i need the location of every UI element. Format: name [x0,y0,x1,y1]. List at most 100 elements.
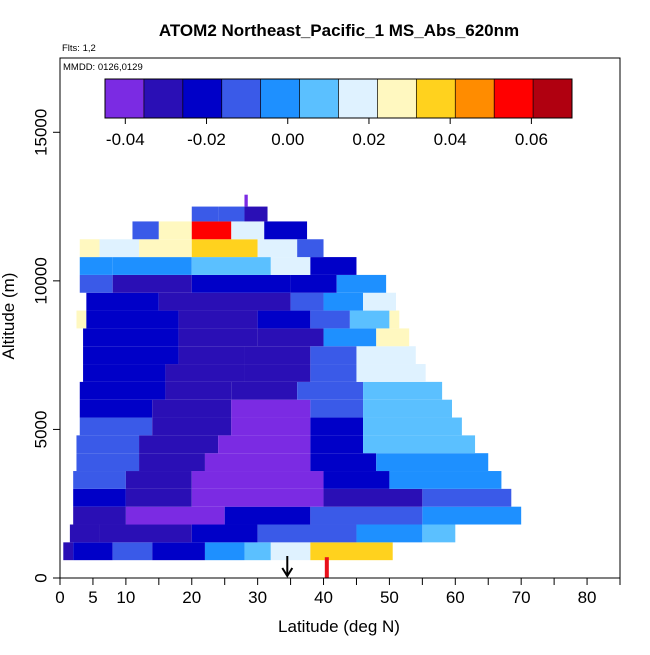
heatmap-cell [310,310,350,329]
colorbar-swatch [260,79,300,118]
heatmap-cell [336,274,387,293]
y-tick-label: 5000 [31,411,50,449]
x-axis: 0 5 10 20 30 40 50 60 70 80 [55,578,621,607]
y-axis: 0 5000 10000 15000 [31,109,60,583]
x-tick-label: 60 [446,588,465,607]
heatmap-cell [270,542,311,561]
heatmap-cell [218,435,311,454]
heatmap-cell [376,453,489,472]
heatmap-cell [79,257,113,275]
heatmap-cell [83,364,166,382]
heatmap-cell [165,381,232,400]
colorbar-swatch [533,79,572,118]
heatmap-cell [310,417,364,436]
heatmap-cell [73,471,126,489]
heatmap-cell [422,506,522,525]
heatmap-cell [158,292,291,311]
heatmap-cell [310,346,357,365]
y-tick-label: 15000 [31,109,50,156]
y-tick-label: 10000 [31,257,50,304]
plot-frame [59,57,621,579]
heatmap-cell [310,435,364,454]
colorbar-swatch [416,79,456,118]
heatmap-cell [257,328,324,347]
heatmap-cell [76,310,87,329]
colorbar-tick-label: 0.02 [352,130,385,149]
colorbar-swatch [455,79,495,118]
chart-title: ATOM2 Northeast_Pacific_1 MS_Abs_620nm [159,21,519,40]
heatmap-cell [244,346,311,365]
x-tick-label: 5 [88,588,97,607]
heatmap-cell [349,310,390,329]
heatmap-cell [125,471,192,489]
heatmap-cell [244,206,268,222]
heatmap-cell [112,257,192,275]
x-tick-label: 50 [380,588,399,607]
colorbar-swatch [494,79,534,118]
heatmap-cell [422,488,512,507]
heatmap-cell [363,417,462,436]
colorbar-tick-label: 0.00 [271,130,304,149]
heatmap-cell [139,453,205,472]
heatmap-cell [79,399,153,418]
heatmap-cell [158,221,192,240]
heatmap-cell [323,328,377,347]
heatmap-cell [310,506,423,525]
heatmap-cell [191,471,324,489]
heatmap-cell [152,417,232,436]
heatmap-cell [310,257,357,275]
heatmap-cell [86,310,179,329]
x-axis-label: Latitude (deg N) [278,617,400,636]
x-tick-label: 40 [314,588,333,607]
heatmap-cell [112,274,192,293]
y-axis-label: Altitude (m) [0,273,18,360]
heatmap-cell [79,417,153,436]
heatmap-cell [73,488,126,507]
x-tick-label: 30 [248,588,267,607]
heatmap-cell [191,221,232,240]
heatmap-cell [191,524,258,543]
y-tick-label: 0 [31,573,50,582]
colorbar-swatch [299,79,339,118]
heatmap-cell [191,274,291,293]
location-arrow [281,556,294,578]
heatmap-cell [257,239,298,258]
heatmap-cell [244,194,248,207]
colorbar-tick-label: 0.04 [434,130,467,149]
x-tick-label: 20 [182,588,201,607]
x-tick-label: 70 [512,588,531,607]
heatmap-cell [79,239,100,258]
colorbar-swatch [338,79,378,118]
heatmap-cell [178,346,245,365]
heatmap-cell [224,506,311,525]
heatmap-cell [165,364,245,382]
heatmap-cell [270,257,311,275]
heatmap-cell [356,524,423,543]
heatmap-cell [79,381,166,400]
heatmap-cell [290,292,324,311]
heatmap-cell [356,346,416,365]
heatmap-cell [376,328,410,347]
heatmap-cell [356,364,426,382]
heatmap-cell [297,239,324,258]
heatmap-cell [69,524,100,543]
heatmap-cell [218,206,245,222]
x-tick-label: 10 [116,588,135,607]
heatmap-cell [363,399,452,418]
heatmap-cell [231,381,298,400]
heatmap-cell [86,292,159,311]
colorbar-swatch [221,79,261,118]
heatmap-cell [389,310,400,329]
heatmap-cell [191,257,271,275]
heatmap-cell [310,364,357,382]
heatmap-cell [178,310,258,329]
heatmap-cell [132,221,159,240]
flights-label: Flts: 1,2 [62,43,96,54]
heatmap-cell [204,453,311,472]
heatmap-cell [297,381,364,400]
x-tick-label: 80 [578,588,597,607]
heatmap-cell [125,488,192,507]
heatmap-cell [323,488,423,507]
heatmap-cell [83,328,179,347]
